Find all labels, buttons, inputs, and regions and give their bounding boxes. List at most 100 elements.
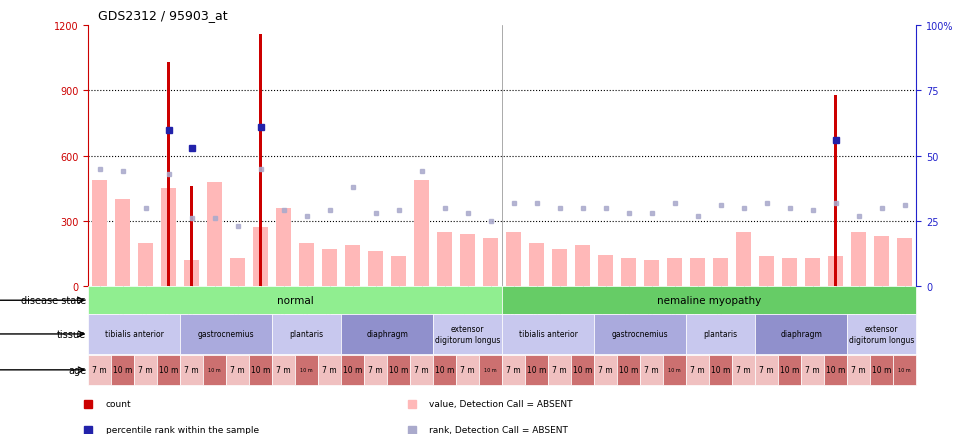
Text: 7 m: 7 m	[138, 365, 153, 374]
Text: 10 m: 10 m	[251, 365, 270, 374]
Bar	[88, 315, 180, 354]
Text: plantaris: plantaris	[290, 330, 323, 339]
Text: 10 m: 10 m	[619, 365, 638, 374]
Bar	[226, 355, 249, 385]
Text: 7 m: 7 m	[276, 365, 291, 374]
Bar	[732, 355, 756, 385]
Text: 10 m: 10 m	[780, 365, 800, 374]
Text: tibialis anterior: tibialis anterior	[518, 330, 577, 339]
Bar	[756, 355, 778, 385]
Text: 10 m: 10 m	[389, 365, 409, 374]
Text: disease state: disease state	[22, 296, 86, 306]
Bar	[134, 355, 157, 385]
Bar	[341, 315, 433, 354]
Text: normal: normal	[276, 296, 314, 306]
Text: 10 m: 10 m	[899, 367, 911, 372]
Text: 10 m: 10 m	[826, 365, 846, 374]
Bar	[848, 315, 916, 354]
Text: diaphragm: diaphragm	[780, 330, 822, 339]
Bar	[898, 239, 912, 286]
Text: 7 m: 7 m	[461, 365, 475, 374]
Text: rank, Detection Call = ABSENT: rank, Detection Call = ABSENT	[429, 425, 568, 434]
Text: 10 m: 10 m	[711, 365, 730, 374]
Bar	[272, 355, 295, 385]
Text: nemaline myopathy: nemaline myopathy	[658, 296, 761, 306]
Bar	[848, 355, 870, 385]
Text: 10 m: 10 m	[159, 365, 178, 374]
Text: 10 m: 10 m	[484, 367, 497, 372]
Text: 7 m: 7 m	[322, 365, 337, 374]
Text: 7 m: 7 m	[691, 365, 705, 374]
Bar	[502, 286, 916, 315]
Text: 7 m: 7 m	[507, 365, 521, 374]
Bar	[411, 355, 433, 385]
Bar	[502, 315, 594, 354]
Bar	[594, 355, 617, 385]
Bar	[644, 260, 660, 286]
Text: GDS2312 / 95903_at: GDS2312 / 95903_at	[98, 9, 227, 22]
Bar	[368, 252, 383, 286]
Bar	[88, 286, 502, 315]
Text: 10 m: 10 m	[573, 365, 593, 374]
Text: gastrocnemius: gastrocnemius	[612, 330, 668, 339]
Bar	[782, 258, 798, 286]
Bar	[437, 232, 452, 286]
Bar	[433, 315, 502, 354]
Bar	[249, 355, 272, 385]
Bar	[756, 315, 848, 354]
Bar	[260, 35, 262, 286]
Text: 7 m: 7 m	[760, 365, 774, 374]
Text: extensor
digitorum longus: extensor digitorum longus	[849, 325, 914, 344]
Bar	[299, 243, 315, 286]
Bar	[575, 245, 590, 286]
Bar	[824, 355, 848, 385]
Bar	[483, 239, 498, 286]
Text: 7 m: 7 m	[92, 365, 107, 374]
Bar	[553, 250, 567, 286]
Bar	[157, 355, 180, 385]
Text: 10 m: 10 m	[301, 367, 313, 372]
Bar	[207, 182, 222, 286]
Text: percentile rank within the sample: percentile rank within the sample	[106, 425, 259, 434]
Bar	[203, 355, 226, 385]
Bar	[507, 232, 521, 286]
Bar	[116, 200, 130, 286]
Bar	[433, 355, 457, 385]
Bar	[180, 355, 203, 385]
Bar	[778, 355, 802, 385]
Bar	[598, 255, 613, 286]
Bar	[686, 355, 710, 385]
Text: 7 m: 7 m	[599, 365, 613, 374]
Bar	[686, 315, 756, 354]
Bar	[322, 250, 337, 286]
Bar	[894, 355, 916, 385]
Bar	[415, 180, 429, 286]
Text: extensor
digitorum longus: extensor digitorum longus	[435, 325, 501, 344]
Bar	[571, 355, 594, 385]
Bar	[621, 258, 636, 286]
Bar	[640, 355, 663, 385]
Bar	[802, 355, 824, 385]
Bar	[852, 232, 866, 286]
Text: 10 m: 10 m	[435, 365, 455, 374]
Bar	[806, 258, 820, 286]
Bar	[690, 258, 706, 286]
Bar	[874, 237, 889, 286]
Bar	[138, 243, 153, 286]
Text: 7 m: 7 m	[852, 365, 866, 374]
Bar	[88, 355, 111, 385]
Bar	[479, 355, 502, 385]
Text: count: count	[106, 399, 131, 408]
Bar	[318, 355, 341, 385]
Bar	[525, 355, 548, 385]
Bar	[594, 315, 686, 354]
Text: 7 m: 7 m	[184, 365, 199, 374]
Text: 7 m: 7 m	[736, 365, 751, 374]
Text: 10 m: 10 m	[343, 365, 363, 374]
Bar	[529, 243, 544, 286]
Text: 10 m: 10 m	[668, 367, 681, 372]
Bar	[667, 258, 682, 286]
Bar	[276, 208, 291, 286]
Bar	[391, 256, 407, 286]
Text: 10 m: 10 m	[872, 365, 892, 374]
